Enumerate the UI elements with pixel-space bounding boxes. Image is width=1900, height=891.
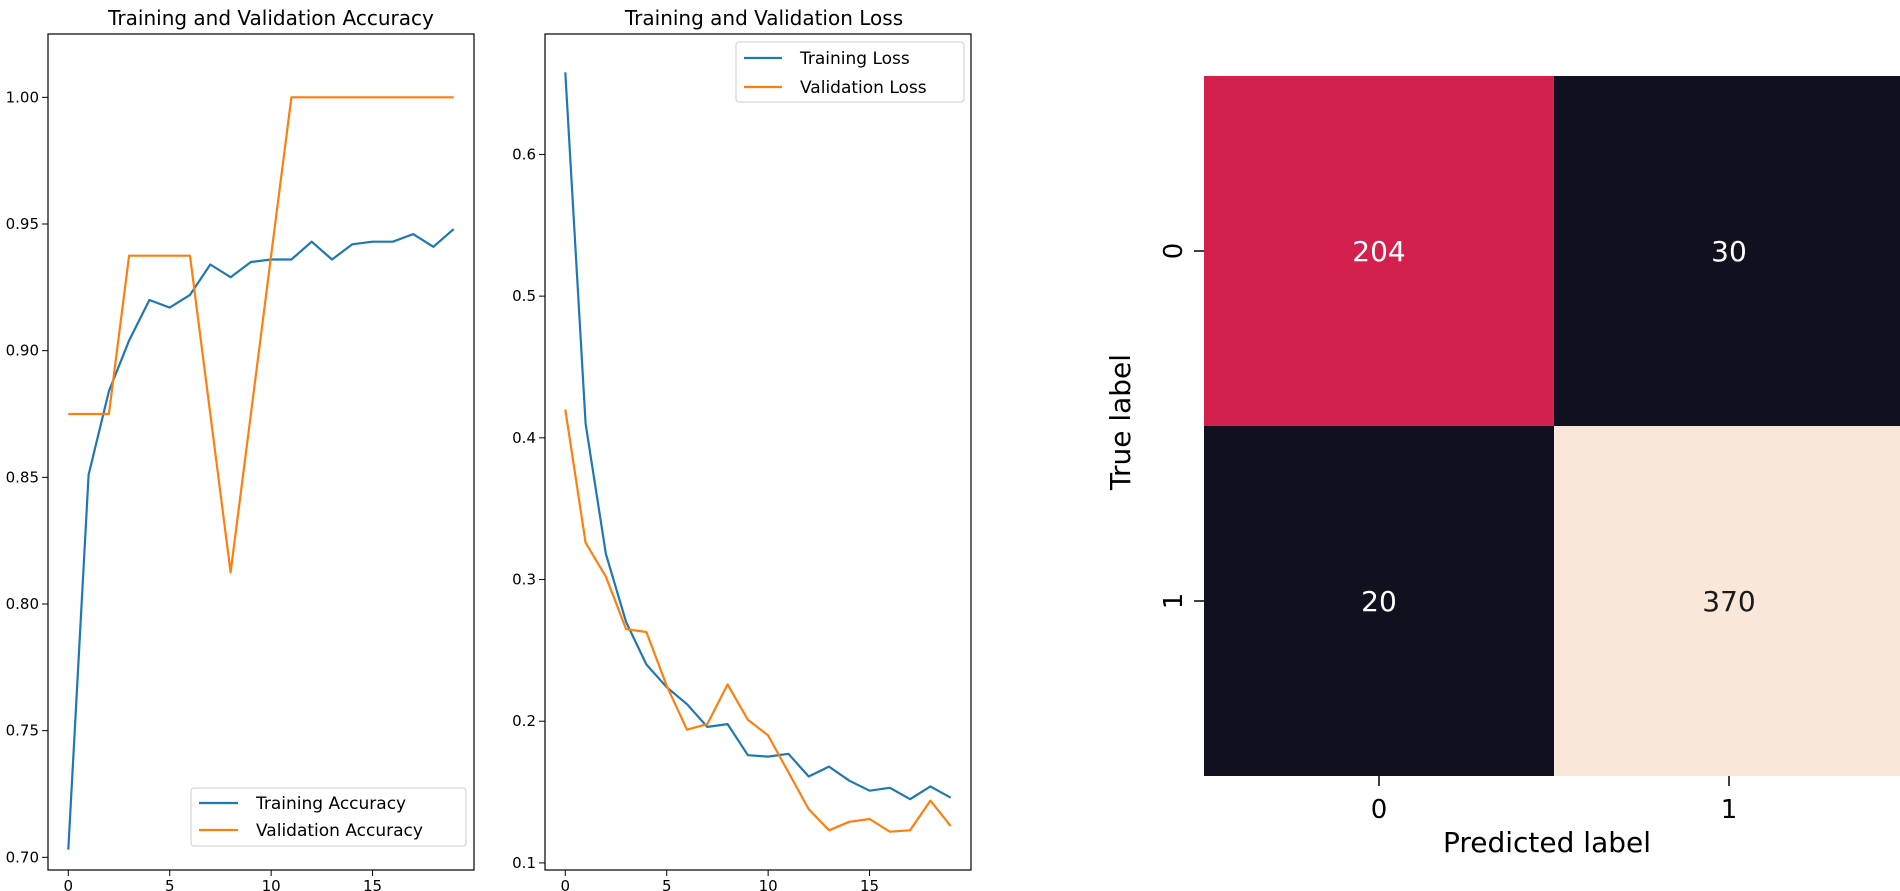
accuracy-legend-box: [190, 787, 467, 847]
p1-x-tick-label: 10: [262, 877, 281, 891]
p1-series-training-line: [67, 228, 455, 850]
p1-x-tick-label: 5: [165, 877, 175, 891]
p2-y-tick-label: 0.5: [512, 287, 536, 305]
legend-label-training-loss: Training Loss: [799, 49, 910, 69]
cm-x-tick-label: 1: [1721, 795, 1738, 825]
cm-x-tick-label: 0: [1371, 795, 1388, 825]
p1-y-tick-label: 0.85: [6, 468, 39, 486]
confusion-matrix-xlabel: Predicted label: [1443, 826, 1651, 859]
loss-chart-frame: [544, 33, 972, 871]
cm-cell-value-0-0: 204: [1352, 235, 1405, 268]
p1-y-tick-label: 0.90: [6, 342, 39, 360]
loss-chart: Training and Validation Loss 0 5 10 15 0.1 0.…: [512, 6, 972, 891]
p1-series-validation-line: [68, 96, 454, 574]
confusion-matrix: 204 30 20 370 0 1 0 1 Predicted label True lab…: [1104, 76, 1900, 859]
cm-cell-value-1-0: 20: [1361, 585, 1397, 618]
cm-cell-0-1: [1554, 76, 1900, 426]
cm-y-tick-label: 1: [1159, 593, 1189, 610]
accuracy-chart: Training and Validation Accuracy 0 5 10 15 0…: [6, 6, 475, 891]
p1-x-tick-label: 0: [64, 877, 74, 891]
legend-label-validation-accuracy: Validation Accuracy: [256, 821, 423, 841]
p2-y-tick-label: 0.1: [512, 854, 536, 872]
p2-x-tick-label: 15: [860, 877, 879, 891]
cm-cell-1-1: [1554, 426, 1900, 776]
cm-y-tick-label: 0: [1159, 243, 1189, 260]
loss-chart-title: Training and Validation Loss: [624, 6, 903, 30]
p2-series-validation-line: [564, 409, 952, 833]
confusion-matrix-ylabel: True label: [1104, 354, 1137, 491]
p1-y-tick-label: 0.70: [6, 848, 39, 866]
loss-legend: Training Loss Validation Loss: [735, 41, 965, 103]
p2-y-tick-label: 0.4: [512, 429, 536, 447]
p2-y-tick-label: 0.6: [512, 145, 536, 163]
accuracy-chart-title: Training and Validation Accuracy: [107, 6, 434, 30]
legend-label-validation-loss: Validation Loss: [800, 78, 927, 98]
cm-cell-0-0: [1204, 76, 1554, 426]
p1-y-tick-label: 0.95: [6, 215, 39, 233]
p2-series-training-line: [564, 72, 952, 801]
cm-cell-value-1-1: 370: [1702, 585, 1755, 618]
legend-label-training-accuracy: Training Accuracy: [255, 794, 406, 814]
p1-x-tick-label: 15: [363, 877, 382, 891]
cm-cell-value-0-1: 30: [1711, 235, 1747, 268]
loss-legend-box: [735, 41, 965, 103]
p1-y-tick-label: 0.80: [6, 595, 39, 613]
p2-x-tick-label: 5: [662, 877, 672, 891]
p2-y-tick-label: 0.2: [512, 712, 536, 730]
p1-y-tick-label: 0.75: [6, 722, 39, 740]
p2-x-tick-label: 10: [759, 877, 778, 891]
p2-y-tick-label: 0.3: [512, 571, 536, 589]
p2-x-tick-label: 0: [561, 877, 571, 891]
accuracy-legend: Training Accuracy Validation Accuracy: [190, 787, 467, 847]
accuracy-chart-frame: [47, 33, 475, 871]
p1-y-tick-label: 1.00: [6, 88, 39, 106]
cm-cell-1-0: [1204, 426, 1554, 776]
